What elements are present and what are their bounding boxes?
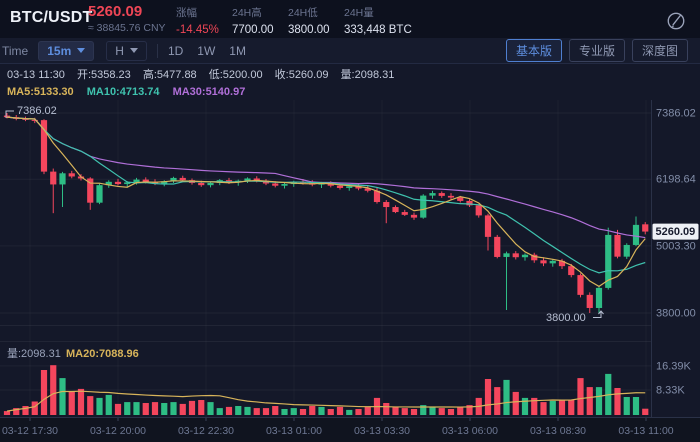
drawing-tools-icon[interactable] (666, 11, 686, 31)
stat-24h-high-label: 24H高 (232, 7, 262, 19)
svg-text:8.33K: 8.33K (656, 385, 685, 397)
interval-dropdown-15m[interactable]: 15m (38, 40, 95, 61)
time-axis-strip (0, 417, 700, 442)
svg-text:5260.09: 5260.09 (656, 226, 696, 238)
current-price-tag: 5260.09 (652, 223, 699, 240)
candle-open: 开:5358.23 (76, 69, 131, 81)
interval-dropdown-hour[interactable]: H (106, 40, 147, 61)
volume-ma20-line (6, 390, 646, 412)
hour-dropdown-value: H (115, 43, 124, 58)
interval-1m[interactable]: 1M (229, 43, 246, 58)
svg-text:3800.00: 3800.00 (656, 308, 696, 320)
view-pro-button[interactable]: 专业版 (568, 39, 625, 62)
chart-low-marker: 3800.00 (546, 312, 586, 324)
vertical-gridlines (29, 417, 647, 421)
svg-text:7386.02: 7386.02 (656, 108, 696, 120)
stat-24h-volume-label: 24H量 (344, 7, 374, 19)
candlestick-chart[interactable]: 7386.02 3800.00 7386.02 6198.64 5003.30 3800.… (0, 100, 700, 442)
volume-ma20-readout: MA20:7088.96 (66, 348, 139, 360)
svg-text:03-13 03:30: 03-13 03:30 (354, 425, 410, 437)
ma5-line (6, 116, 646, 288)
ma30-line (6, 116, 646, 239)
svg-text:03-12 17:30: 03-12 17:30 (2, 425, 58, 437)
svg-text:03-12 22:30: 03-12 22:30 (178, 425, 234, 437)
candle-volume: 量:2098.31 (340, 69, 395, 81)
symbol-header: BTC/USDT 5260.09 ≈ 38845.76 CNY 涨幅 -14.4… (0, 0, 700, 38)
ohlc-readout: 03-13 11:30 开:5358.23 高:5477.88 低:5200.0… (7, 66, 697, 82)
ma10-line (6, 116, 646, 274)
high-low-markers: 7386.02 3800.00 (5, 105, 604, 324)
candles-layer (3, 113, 649, 314)
view-switcher: 基本版 专业版 深度图 (499, 39, 688, 62)
ma10-value: MA10:4713.74 (86, 86, 160, 98)
stat-24h-high-value: 7700.00 (232, 24, 274, 36)
stat-24h-low-label: 24H低 (288, 7, 318, 19)
chart-high-marker: 7386.02 (17, 105, 57, 117)
view-basic-button[interactable]: 基本版 (505, 39, 562, 62)
pair-symbol: BTC/USDT (10, 9, 93, 26)
stat-change-value: -14.45% (176, 24, 219, 36)
toolbar-divider (156, 43, 158, 58)
svg-text:03-13 11:00: 03-13 11:00 (618, 425, 673, 437)
stat-change: 涨幅 -14.45% (176, 5, 219, 36)
ma30-value: MA30:5140.97 (172, 86, 246, 98)
svg-text:03-12 20:00: 03-12 20:00 (90, 425, 146, 437)
last-price-block: 5260.09 ≈ 38845.76 CNY (88, 3, 166, 34)
ma5-value: MA5:5133.30 (7, 86, 74, 98)
svg-text:03-13 01:00: 03-13 01:00 (266, 425, 322, 437)
stat-24h-volume: 24H量 333,448 BTC (344, 5, 412, 36)
svg-text:03-13 06:00: 03-13 06:00 (442, 425, 498, 437)
stat-24h-high: 24H高 7700.00 (232, 5, 274, 36)
interval-1d[interactable]: 1D (167, 43, 184, 58)
svg-text:5003.30: 5003.30 (656, 240, 696, 252)
price-axis-labels: 7386.02 6198.64 5003.30 3800.00 16.39K 8.33K (656, 108, 696, 397)
stat-change-label: 涨幅 (176, 7, 197, 19)
stat-24h-low: 24H低 3800.00 (288, 5, 330, 36)
view-depth-button[interactable]: 深度图 (631, 39, 688, 62)
time-interval-label: Time (2, 43, 29, 58)
interval-toolbar: Time 15m H 1D 1W 1M 基本版 专业版 深度图 (0, 38, 700, 64)
interval-1w[interactable]: 1W (197, 43, 216, 58)
candle-close: 收:5260.09 (274, 69, 329, 81)
candle-datetime: 03-13 11:30 (7, 69, 65, 81)
stat-24h-volume-value: 333,448 BTC (344, 24, 412, 36)
svg-text:03-13 08:30: 03-13 08:30 (530, 425, 586, 437)
svg-text:6198.64: 6198.64 (656, 174, 696, 186)
horizontal-gridlines (0, 112, 652, 391)
ma-readout: MA5:5133.30 MA10:4713.74 MA30:5140.97 (7, 86, 697, 98)
volume-bars-layer (3, 365, 649, 415)
candle-high: 高:5477.88 (142, 69, 197, 81)
chevron-down-icon (129, 48, 138, 53)
candle-info-bar: 03-13 11:30 开:5358.23 高:5477.88 低:5200.0… (7, 66, 697, 98)
volume-legend: 量:2098.31 MA20:7088.96 (7, 347, 139, 360)
volume-readout: 量:2098.31 (7, 347, 61, 360)
last-price: 5260.09 (88, 3, 143, 20)
time-axis-labels: 03-12 17:30 03-12 20:00 03-12 22:30 03-13 0… (2, 425, 674, 437)
svg-text:16.39K: 16.39K (656, 360, 692, 372)
candle-low: 低:5200.00 (208, 69, 263, 81)
chevron-down-icon (77, 48, 86, 53)
stat-24h-low-value: 3800.00 (288, 24, 330, 36)
price-fiat-equivalent: ≈ 38845.76 CNY (88, 22, 166, 34)
interval-selected-value: 15m (47, 43, 72, 58)
